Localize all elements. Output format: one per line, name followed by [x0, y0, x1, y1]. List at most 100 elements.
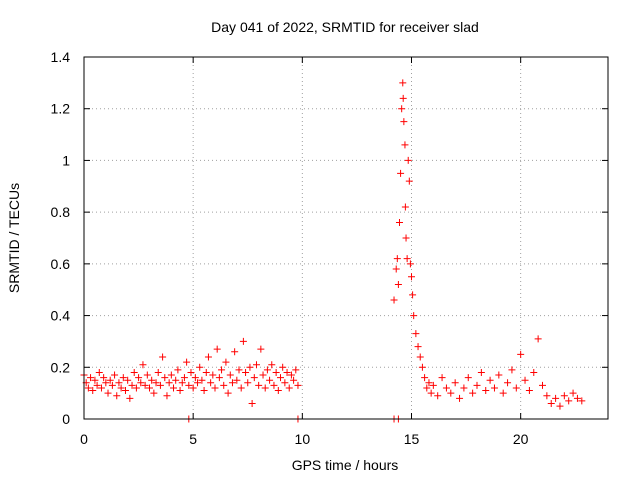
data-point — [108, 381, 116, 389]
data-point — [416, 353, 424, 361]
data-point — [272, 368, 280, 376]
data-point — [237, 384, 245, 392]
data-point — [403, 255, 411, 263]
data-point — [539, 381, 546, 389]
y-tick-label: 0.2 — [51, 359, 71, 375]
data-point — [400, 118, 408, 126]
grid — [84, 57, 608, 419]
data-point — [414, 343, 422, 351]
x-tick-label: 5 — [189, 431, 197, 447]
data-point — [174, 366, 182, 374]
data-point — [287, 371, 295, 379]
data-point — [159, 353, 167, 361]
data-point — [469, 389, 477, 397]
data-point — [111, 371, 119, 379]
data-point — [412, 330, 420, 338]
plot-frame — [83, 56, 609, 420]
chart-title: Day 041 of 2022, SRMTID for receiver sla… — [211, 19, 479, 35]
data-point — [460, 384, 468, 392]
data-point — [150, 389, 158, 397]
data-point — [226, 371, 234, 379]
y-tick-label: 0.6 — [51, 256, 71, 272]
data-point — [552, 394, 560, 402]
data-point — [200, 387, 208, 395]
data-point — [409, 291, 417, 299]
data-point — [130, 368, 138, 376]
data-point — [176, 387, 184, 395]
data-point — [270, 381, 278, 389]
data-point — [263, 366, 271, 374]
x-tick-label: 10 — [295, 431, 311, 447]
data-point — [294, 381, 302, 389]
data-point — [508, 366, 516, 374]
data-point — [405, 177, 413, 185]
data-point — [106, 376, 114, 384]
data-point — [395, 218, 403, 226]
data-point — [521, 376, 529, 384]
data-point — [259, 371, 267, 379]
data-point — [87, 374, 95, 382]
y-tick-label: 1 — [62, 152, 70, 168]
data-point — [165, 379, 173, 387]
data-point — [95, 368, 103, 376]
data-point — [189, 384, 197, 392]
data-point — [84, 384, 92, 392]
data-point — [211, 384, 219, 392]
data-point — [285, 384, 293, 392]
data-point — [167, 371, 175, 379]
data-point — [421, 374, 429, 382]
x-tick-label: 15 — [404, 431, 420, 447]
data-point — [517, 350, 525, 358]
data-point — [447, 389, 455, 397]
data-point — [530, 368, 538, 376]
data-point — [187, 368, 195, 376]
data-point — [191, 374, 199, 382]
data-point — [115, 379, 123, 387]
data-point — [233, 376, 241, 384]
data-point — [569, 389, 577, 397]
data-point — [418, 363, 426, 371]
data-point — [102, 379, 110, 387]
data-point — [427, 389, 435, 397]
data-point — [499, 389, 507, 397]
data-point — [250, 374, 258, 382]
data-point — [202, 368, 210, 376]
data-point — [401, 141, 409, 149]
data-point — [148, 376, 156, 384]
data-point — [121, 387, 129, 395]
data-point — [565, 397, 573, 405]
data-point — [248, 399, 256, 407]
data-point — [152, 379, 160, 387]
data-point — [154, 368, 162, 376]
data-point — [235, 366, 243, 374]
data-point — [410, 312, 418, 320]
data-point — [486, 376, 494, 384]
data-point — [277, 374, 284, 382]
data-point — [434, 392, 442, 400]
x-tick-label: 20 — [513, 431, 529, 447]
data-point — [473, 381, 481, 389]
data-point — [209, 371, 217, 379]
x-axis-label: GPS time / hours — [292, 457, 399, 473]
y-tick-label: 0.8 — [51, 204, 71, 220]
data-point — [525, 387, 533, 395]
data-point — [91, 376, 99, 384]
data-point — [222, 358, 230, 366]
data-point — [274, 387, 282, 395]
data-point — [126, 394, 134, 402]
data-point — [139, 361, 147, 369]
data-point — [198, 376, 206, 384]
data-point — [104, 389, 112, 397]
data-point — [429, 381, 437, 389]
data-point — [242, 368, 250, 376]
data-point — [113, 392, 121, 400]
data-point — [534, 335, 542, 343]
data-point — [399, 94, 407, 102]
data-point — [231, 348, 239, 356]
data-point — [196, 363, 204, 371]
data-point — [406, 260, 414, 268]
data-point — [220, 381, 228, 389]
data-point — [512, 384, 520, 392]
data-point — [560, 392, 568, 400]
data-point — [117, 384, 125, 392]
